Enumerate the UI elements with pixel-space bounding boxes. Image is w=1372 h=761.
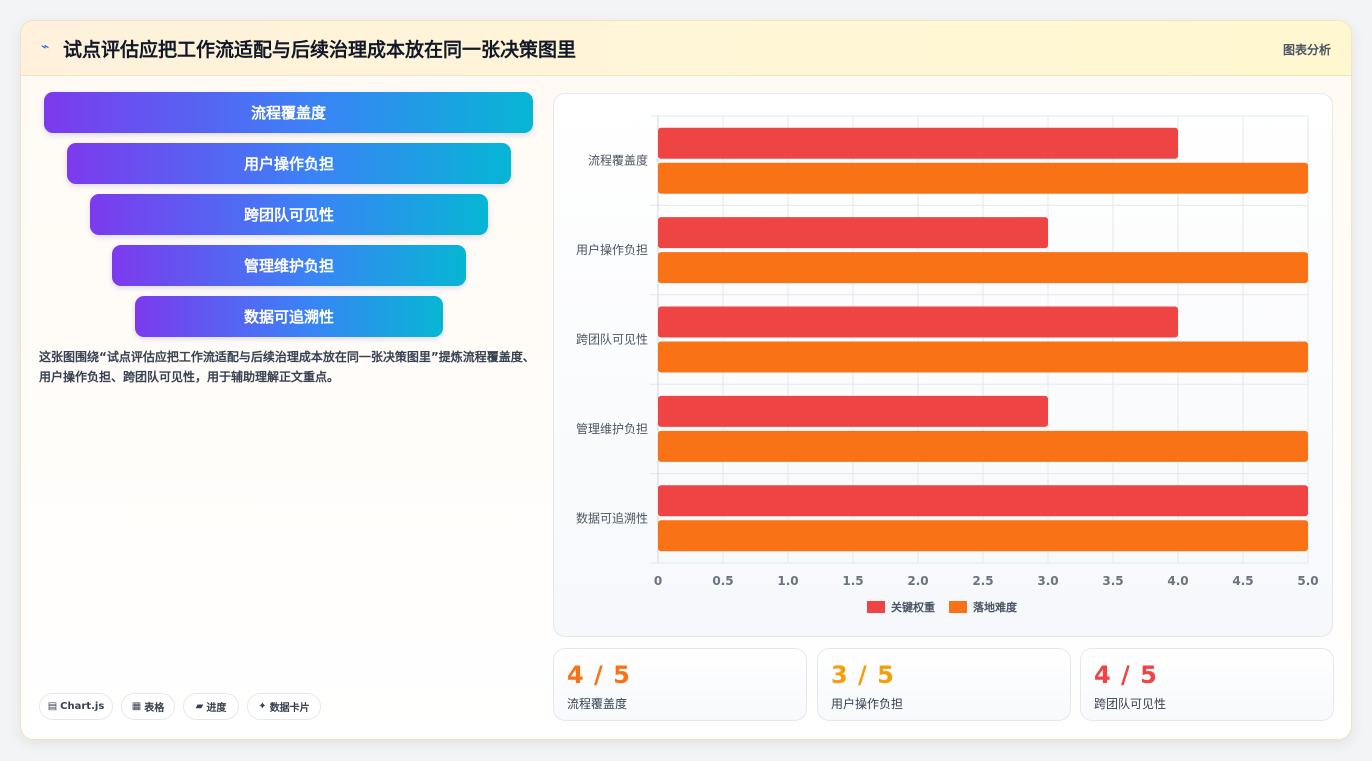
y-tick-label: 管理维护负担 xyxy=(576,421,648,436)
progress-icon: ▰ xyxy=(195,701,204,712)
legend-label: 落地难度 xyxy=(973,600,1018,614)
legend-label: 关键权重 xyxy=(891,600,935,614)
stat-label: 流程覆盖度 xyxy=(567,697,628,711)
x-tick-label: 2.0 xyxy=(907,574,928,588)
x-tick-label: 4.0 xyxy=(1167,574,1188,588)
bar-difficulty xyxy=(658,162,1308,194)
legend-swatch xyxy=(949,601,967,613)
funnel-step-4: 管理维护负担 xyxy=(112,245,466,286)
bar-difficulty xyxy=(658,341,1308,373)
stat-value: 3 / 5 xyxy=(831,661,895,689)
header-tag: 图表分析 xyxy=(1282,43,1331,57)
stat-card-1: 4 / 5 流程覆盖度 xyxy=(553,648,807,721)
funnel-step-2: 用户操作负担 xyxy=(67,143,511,184)
bar-key-weight xyxy=(658,485,1308,517)
bar-key-weight xyxy=(658,306,1178,338)
chip-label: Chart.js xyxy=(60,701,105,712)
y-tick-label: 数据可追溯性 xyxy=(576,510,648,525)
bar-difficulty xyxy=(658,252,1308,284)
stat-label: 用户操作负担 xyxy=(831,697,904,711)
x-tick-label: 4.5 xyxy=(1232,574,1253,588)
x-tick-label: 1.0 xyxy=(777,574,798,588)
chip-chartjs[interactable]: ▤ Chart.js xyxy=(39,693,113,720)
chip-label: 表格 xyxy=(144,703,165,714)
stat-value: 4 / 5 xyxy=(567,661,631,689)
chart-icon: ▤ xyxy=(47,701,58,712)
stat-value: 4 / 5 xyxy=(1094,661,1158,689)
x-tick-label: 1.5 xyxy=(842,574,863,588)
funnel-step-3: 跨团队可见性 xyxy=(90,194,488,235)
chart-panel: 0 0.5 1.0 1.5 2.0 2.5 3.0 3.5 4.0 4.5 5.0 流程覆盖度用户操作… xyxy=(553,93,1333,637)
x-tick-label: 3.0 xyxy=(1037,574,1058,588)
y-tick-label: 流程覆盖度 xyxy=(588,153,648,168)
bar-chart: 0 0.5 1.0 1.5 2.0 2.5 3.0 3.5 4.0 4.5 5.0 流程覆盖度用户操作… xyxy=(576,115,1319,614)
chip-data-card[interactable]: ✦ 数据卡片 xyxy=(247,693,321,720)
main-card: ⌁ 试点评估应把工作流适配与后续治理成本放在同一张决策图里 图表分析 流程覆盖度… xyxy=(20,20,1352,740)
bar-key-weight xyxy=(658,217,1048,249)
header: ⌁ 试点评估应把工作流适配与后续治理成本放在同一张决策图里 图表分析 xyxy=(21,21,1351,76)
stat-card-3: 4 / 5 跨团队可见性 xyxy=(1080,648,1334,721)
chip-label: 进度 xyxy=(206,703,227,714)
x-tick-label: 0.5 xyxy=(712,574,733,588)
legend-swatch xyxy=(867,601,885,613)
bar-difficulty xyxy=(658,430,1308,462)
bar-key-weight xyxy=(658,127,1178,159)
bar-difficulty xyxy=(658,520,1308,552)
page-title: 试点评估应把工作流适配与后续治理成本放在同一张决策图里 xyxy=(63,39,577,61)
bar-key-weight xyxy=(658,395,1048,427)
sparkle-icon: ✦ xyxy=(258,701,267,712)
x-tick-label: 0 xyxy=(654,574,662,588)
stat-card-2: 3 / 5 用户操作负担 xyxy=(817,648,1071,721)
y-tick-label: 跨团队可见性 xyxy=(576,332,648,347)
chip-label: 数据卡片 xyxy=(269,703,310,714)
table-icon: ▦ xyxy=(131,701,142,712)
x-tick-label: 5.0 xyxy=(1297,574,1318,588)
pulse-icon: ⌁ xyxy=(41,39,50,55)
x-tick-label: 2.5 xyxy=(972,574,993,588)
funnel-step-5: 数据可追溯性 xyxy=(135,296,443,337)
stat-label: 跨团队可见性 xyxy=(1094,697,1167,711)
chart-description: 这张图围绕“试点评估应把工作流适配与后续治理成本放在同一张决策图里”提炼流程覆盖… xyxy=(39,350,535,384)
funnel-step-1: 流程覆盖度 xyxy=(44,92,533,133)
x-tick-label: 3.5 xyxy=(1102,574,1123,588)
y-tick-label: 用户操作负担 xyxy=(576,242,648,257)
chip-table[interactable]: ▦ 表格 xyxy=(121,693,175,720)
chip-progress[interactable]: ▰ 进度 xyxy=(183,693,239,720)
